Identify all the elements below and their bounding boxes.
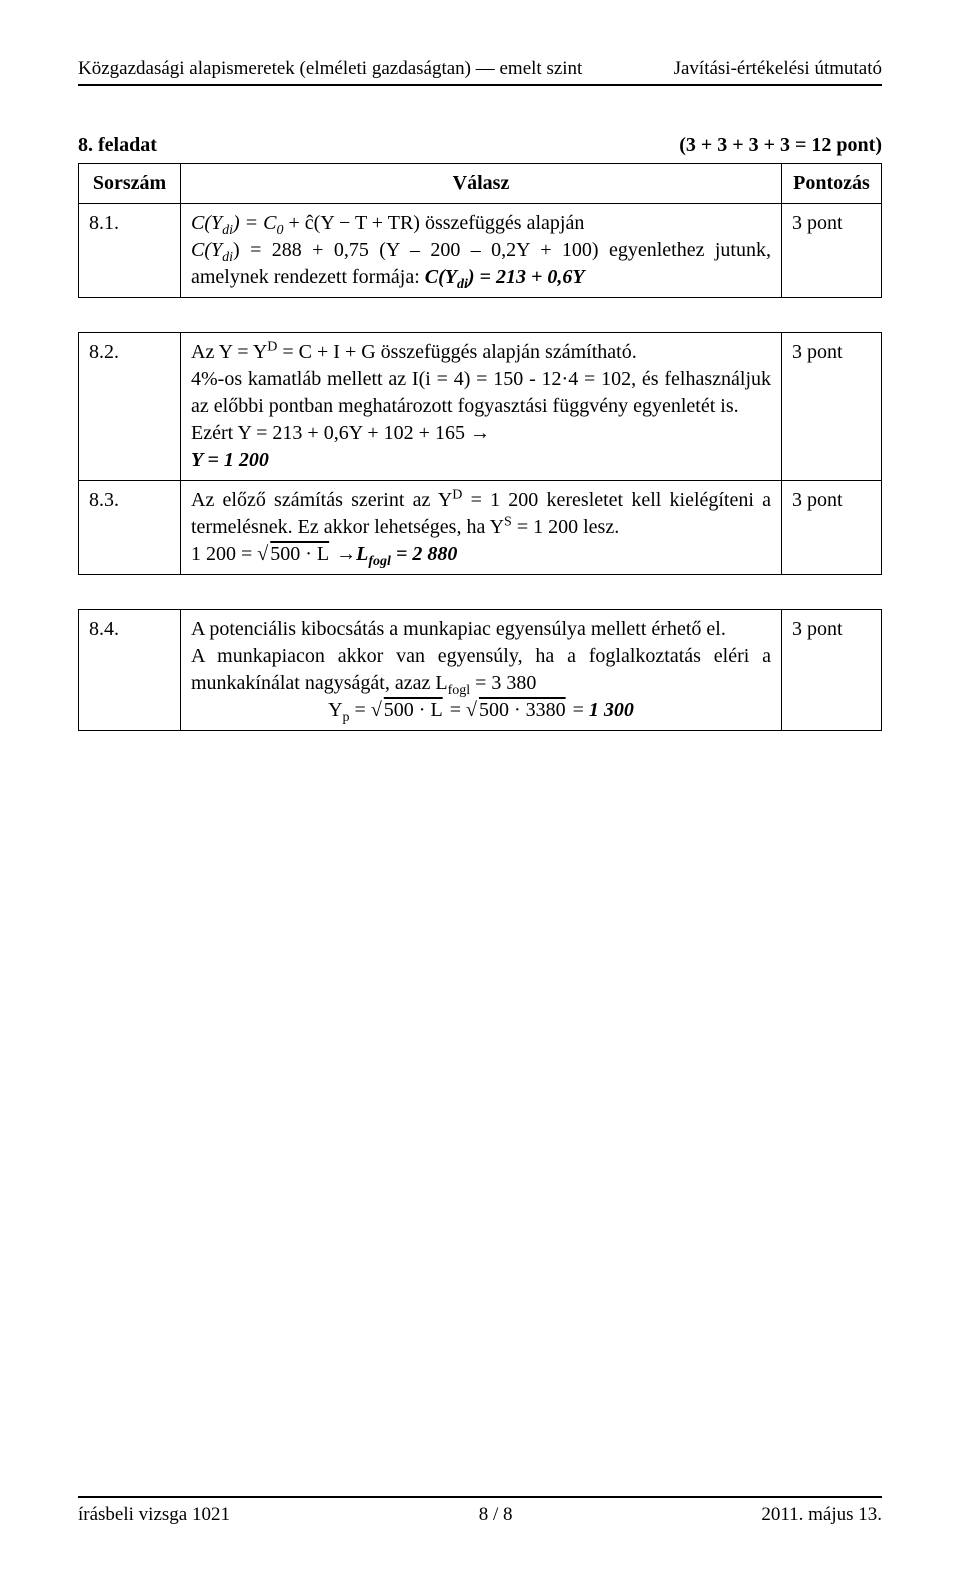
footer-right: 2011. május 13. xyxy=(761,1504,882,1526)
row-answer: C(Ydi) = C0 + ĉ(Y − T + TR) összefüggés … xyxy=(181,204,782,298)
task-number: 8. feladat xyxy=(78,134,157,157)
row-answer: Az Y = YD = C + I + G összefüggés alapjá… xyxy=(181,333,782,481)
table-row: 8.1. C(Ydi) = C0 + ĉ(Y − T + TR) összefü… xyxy=(79,204,882,298)
footer-left: írásbeli vizsga 1021 xyxy=(78,1504,230,1526)
row-id: 8.4. xyxy=(79,610,181,731)
answers-table-1: Sorszám Válasz Pontozás 8.1. C(Ydi) = C0… xyxy=(78,163,882,298)
row-points: 3 pont xyxy=(782,481,882,575)
table-row: 8.4. A potenciális kibocsátás a munkapia… xyxy=(79,610,882,731)
header-rule xyxy=(78,84,882,86)
col-header-points: Pontozás xyxy=(782,164,882,204)
col-header-id: Sorszám xyxy=(79,164,181,204)
row-id: 8.3. xyxy=(79,481,181,575)
equation-line: Yp = √500 · L = √500 · 3380 = 1 300 xyxy=(191,697,771,724)
spacer xyxy=(78,575,882,609)
row-points: 3 pont xyxy=(782,333,882,481)
row-answer: Az előző számítás szerint az YD = 1 200 … xyxy=(181,481,782,575)
table-row: 8.2. Az Y = YD = C + I + G összefüggés a… xyxy=(79,333,882,481)
sqrt-symbol: √500 · L xyxy=(257,543,331,565)
answers-table-2: 8.2. Az Y = YD = C + I + G összefüggés a… xyxy=(78,332,882,575)
row-points: 3 pont xyxy=(782,610,882,731)
sqrt-symbol: √500 · 3380 xyxy=(466,699,568,721)
row-id: 8.1. xyxy=(79,204,181,298)
footer-rule xyxy=(78,1496,882,1498)
row-answer: A potenciális kibocsátás a munkapiac egy… xyxy=(181,610,782,731)
header-left: Közgazdasági alapismeretek (elméleti gaz… xyxy=(78,58,582,80)
task-points: (3 + 3 + 3 + 3 = 12 pont) xyxy=(679,134,882,157)
page-footer: írásbeli vizsga 1021 8 / 8 2011. május 1… xyxy=(78,1496,882,1526)
task-title-row: 8. feladat (3 + 3 + 3 + 3 = 12 pont) xyxy=(78,134,882,157)
table-row: 8.3. Az előző számítás szerint az YD = 1… xyxy=(79,481,882,575)
sqrt-symbol: √500 · L xyxy=(371,699,445,721)
row-id: 8.2. xyxy=(79,333,181,481)
header-right: Javítási-értékelési útmutató xyxy=(674,58,882,80)
row-points: 3 pont xyxy=(782,204,882,298)
footer-center: 8 / 8 xyxy=(479,1504,513,1526)
answers-table-3: 8.4. A potenciális kibocsátás a munkapia… xyxy=(78,609,882,731)
page-header: Közgazdasági alapismeretek (elméleti gaz… xyxy=(78,58,882,80)
col-header-answer: Válasz xyxy=(181,164,782,204)
spacer xyxy=(78,298,882,332)
